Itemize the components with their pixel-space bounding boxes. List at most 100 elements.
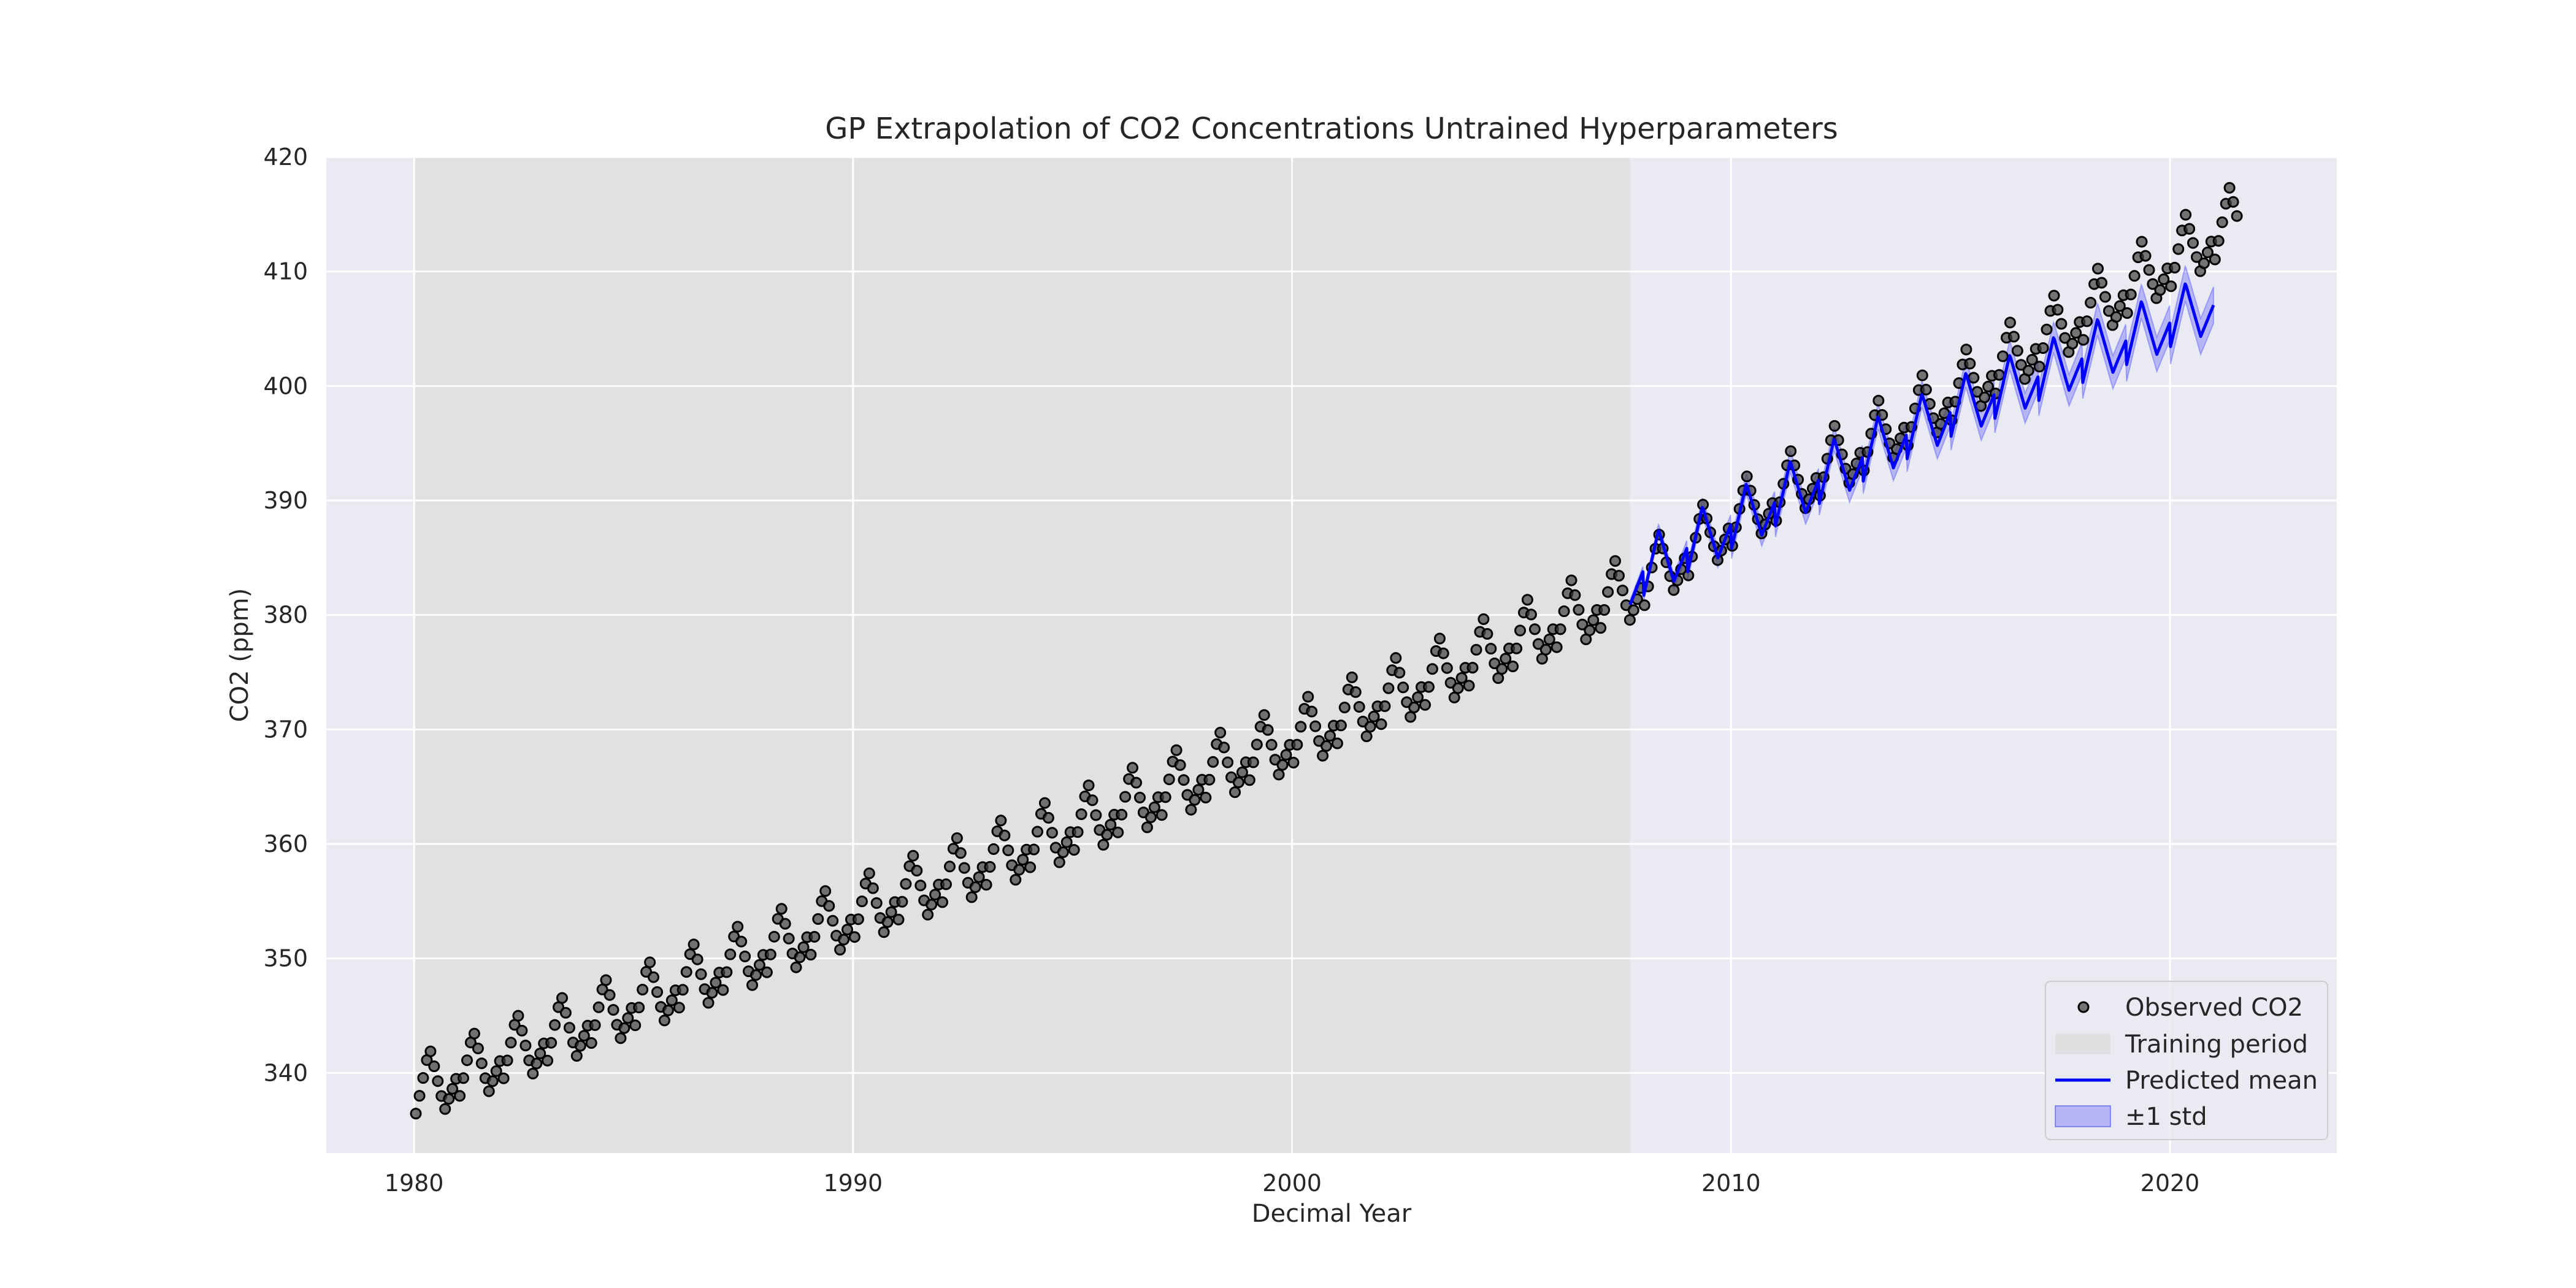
observed-point — [1349, 686, 1362, 698]
observed-point — [724, 948, 737, 960]
observed-point — [1368, 710, 1380, 723]
observed-point — [896, 895, 908, 908]
observed-point — [1500, 653, 1512, 665]
observed-point — [486, 1075, 499, 1087]
observed-point — [607, 1004, 619, 1016]
observed-point — [2165, 280, 2177, 293]
observed-point — [1514, 624, 1526, 637]
y-tick-label: 410 — [263, 258, 308, 285]
y-axis-title: CO2 (ppm) — [226, 588, 254, 723]
observed-point — [622, 1012, 634, 1024]
observed-point — [808, 930, 821, 943]
y-tick-labels: 340 350 360 370 380 390 400 410 420 — [263, 144, 308, 1086]
observed-point — [1265, 738, 1278, 751]
observed-point — [556, 992, 568, 1004]
observed-point — [1127, 762, 1138, 774]
observed-point — [1090, 809, 1102, 821]
observed-point — [790, 961, 802, 973]
observed-point — [691, 953, 703, 965]
observed-point — [1379, 700, 1391, 712]
observed-point — [2099, 291, 2111, 303]
observed-point — [648, 971, 659, 983]
legend: Observed CO2 Training period Predicted m… — [2045, 981, 2328, 1140]
observed-point — [1916, 369, 1928, 381]
observed-point — [1478, 613, 1490, 625]
observed-point — [1280, 749, 1292, 761]
observed-point — [618, 1022, 631, 1034]
observed-point — [1997, 350, 2009, 362]
observed-point — [2007, 331, 2020, 343]
observed-point — [1291, 738, 1303, 751]
observed-point — [1481, 628, 1493, 640]
observed-point — [999, 829, 1011, 841]
observed-point — [710, 976, 722, 989]
observed-point — [2103, 305, 2115, 317]
observed-point — [1144, 811, 1157, 823]
observed-point — [1295, 721, 1307, 733]
observed-point — [1448, 691, 1460, 703]
x-tick-label: 2020 — [2141, 1170, 2200, 1197]
observed-point — [531, 1057, 543, 1070]
observed-point — [856, 895, 868, 908]
observed-point — [461, 1054, 473, 1067]
observed-point — [2198, 257, 2210, 269]
observed-point — [439, 1103, 451, 1115]
observed-point — [717, 984, 729, 996]
observed-point — [1364, 721, 1376, 733]
observed-point — [768, 930, 780, 943]
observed-point — [1960, 343, 1972, 356]
observed-point — [1174, 759, 1186, 771]
observed-point — [1511, 642, 1523, 654]
observed-point — [783, 932, 795, 945]
observed-point — [827, 914, 839, 927]
observed-point — [1071, 826, 1084, 838]
observed-point — [527, 1067, 539, 1079]
observed-point — [1617, 585, 1628, 597]
x-tick-label: 2000 — [1262, 1170, 1322, 1197]
observed-point — [1207, 756, 1219, 768]
observed-point — [2033, 361, 2045, 373]
observed-point — [823, 900, 835, 912]
observed-point — [1741, 470, 1753, 483]
observed-point — [1083, 780, 1095, 791]
observed-point — [1243, 774, 1255, 786]
observed-point — [2070, 327, 2082, 339]
observed-point — [497, 1072, 510, 1084]
observed-point — [1276, 759, 1289, 771]
observed-point — [490, 1065, 502, 1077]
observed-point — [1576, 618, 1589, 631]
observed-point — [1346, 671, 1358, 683]
observed-point — [2136, 236, 2148, 248]
observed-point — [1539, 643, 1552, 656]
observed-point — [2114, 300, 2126, 312]
legend-label-mean: Predicted mean — [2125, 1067, 2318, 1095]
observed-point — [965, 891, 978, 903]
x-tick-label: 2010 — [1701, 1170, 1761, 1197]
observed-point — [1159, 791, 1171, 803]
observed-point — [1097, 838, 1110, 851]
observed-point — [794, 951, 806, 964]
observed-point — [1112, 826, 1124, 838]
observed-point — [2139, 250, 2152, 262]
observed-point — [1105, 819, 1117, 831]
observed-point — [1017, 854, 1029, 866]
observed-point — [1156, 809, 1168, 821]
observed-point — [1002, 844, 1014, 856]
observed-point — [764, 948, 776, 960]
observed-point — [1163, 773, 1175, 786]
observed-point — [1086, 794, 1098, 807]
observed-point — [1306, 705, 1318, 718]
observed-point — [2223, 182, 2236, 194]
observed-point — [973, 871, 985, 883]
observed-point — [2096, 277, 2107, 289]
observed-point — [1452, 682, 1464, 694]
observed-point — [1598, 604, 1611, 616]
observed-point — [1485, 643, 1497, 655]
observed-point — [1573, 604, 1585, 616]
observed-point — [1075, 808, 1087, 820]
observed-point — [1668, 584, 1680, 596]
observed-point — [900, 878, 912, 890]
observed-point — [516, 1024, 528, 1037]
observed-point — [592, 1001, 605, 1013]
observed-point — [483, 1085, 495, 1097]
